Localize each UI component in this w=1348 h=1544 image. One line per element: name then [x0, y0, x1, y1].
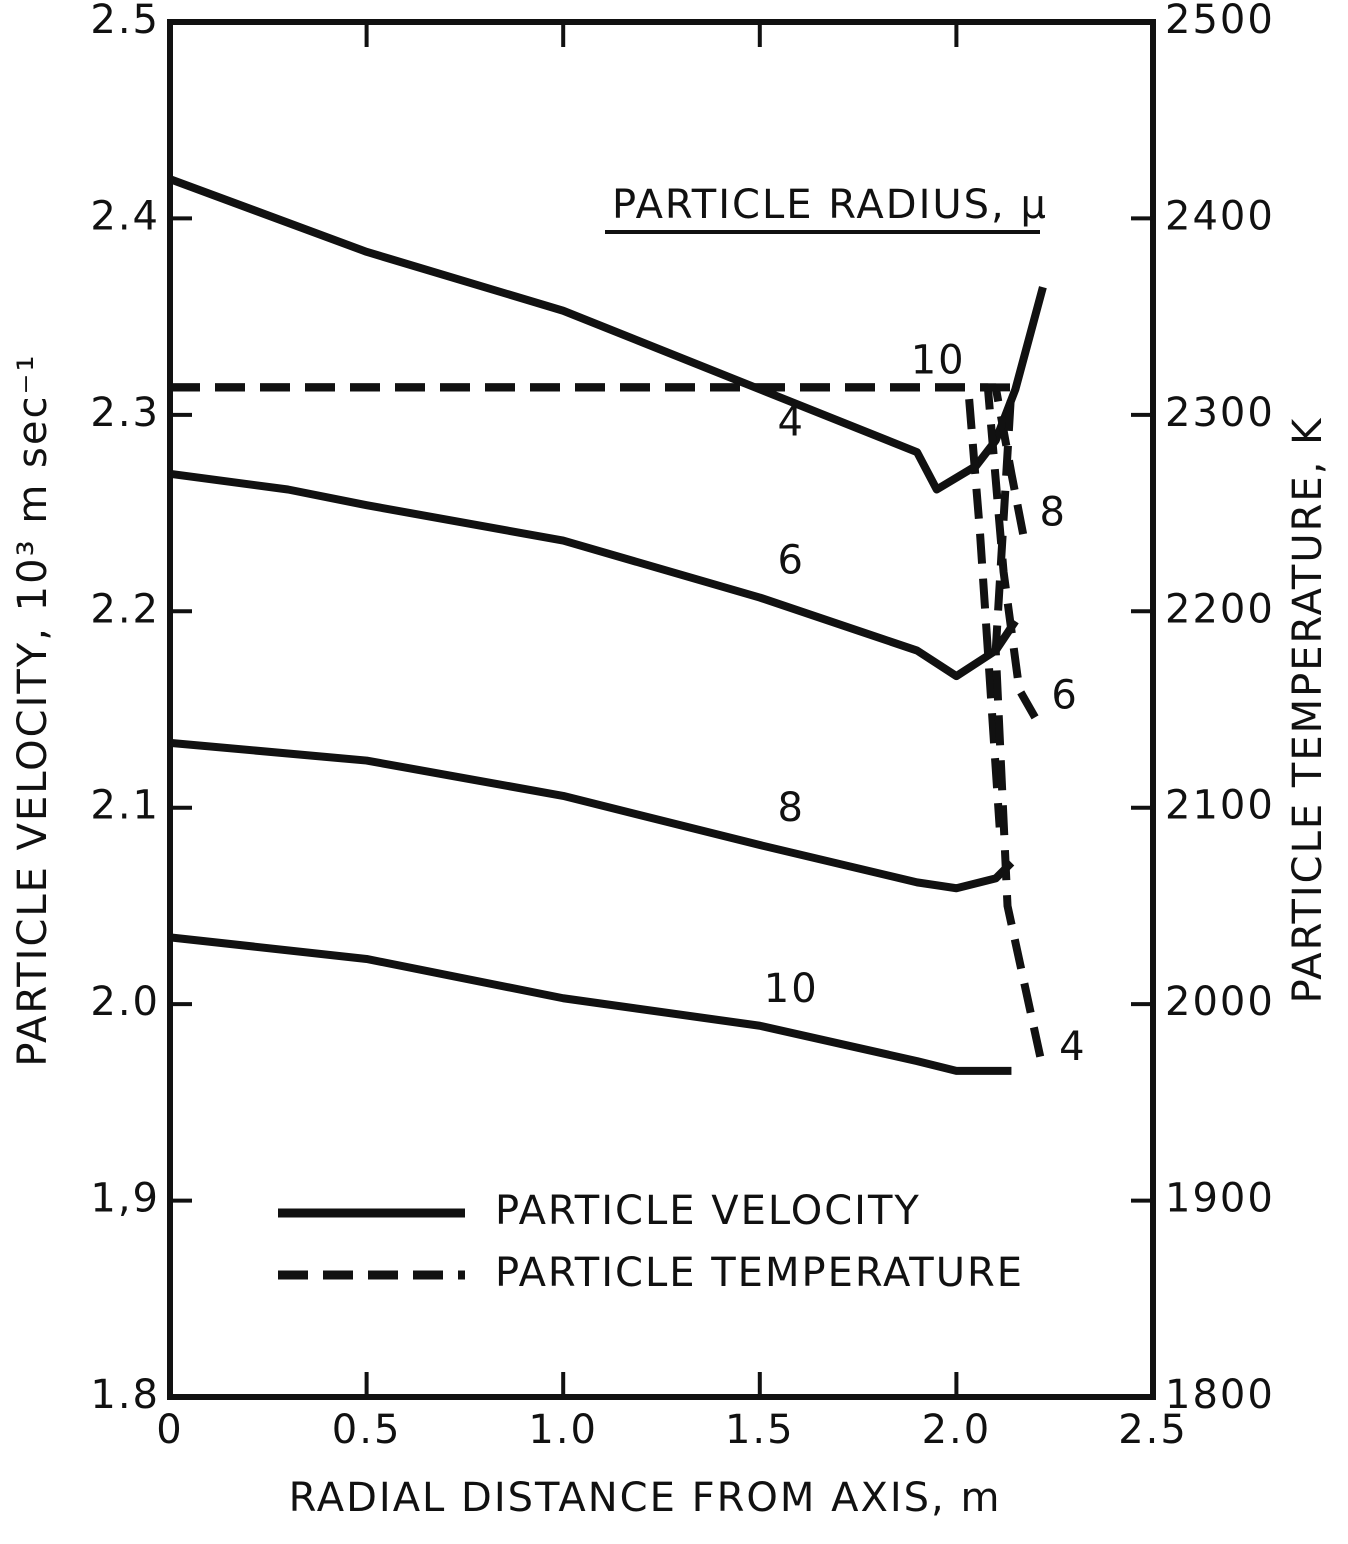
y2-tick-label: 2500 [1165, 0, 1275, 43]
series-line [170, 383, 1004, 828]
series-label: 8 [1040, 490, 1067, 536]
x-tick-label: 0 [156, 1407, 183, 1453]
series-line [170, 383, 1028, 536]
series-label: 10 [764, 966, 819, 1012]
y2-tick-label: 2400 [1165, 193, 1275, 239]
y2-tick-label: 1900 [1165, 1176, 1275, 1222]
series-label: 4 [1059, 1024, 1086, 1070]
y2-tick-label: 2100 [1165, 783, 1275, 829]
series-label: 10 [911, 337, 966, 383]
series-label: 4 [778, 399, 805, 445]
y-tick-label: 2.3 [90, 390, 160, 436]
y2-axis-label: PARTICLE TEMPERATURE, K [1285, 417, 1331, 1004]
series-label: 6 [1051, 672, 1078, 718]
y-tick-label: 2.2 [90, 586, 160, 632]
y-tick-label: 2.5 [90, 0, 160, 43]
x-tick-label: 1.5 [725, 1407, 795, 1453]
y2-tick-label: 1800 [1165, 1372, 1275, 1418]
series-line [169, 469, 1019, 681]
series-line [168, 175, 1047, 494]
plot-frame [167, 19, 1156, 1400]
x-tick-label: 0.5 [332, 1407, 402, 1453]
legend-label: PARTICLE TEMPERATURE [495, 1250, 1024, 1296]
y-tick-label: 1,9 [90, 1176, 160, 1222]
series-line [170, 383, 1047, 1070]
x-tick-label: 2.0 [922, 1407, 992, 1453]
y2-tick-label: 2300 [1165, 390, 1275, 436]
x-axis-label: RADIAL DISTANCE FROM AXIS, m [289, 1475, 1002, 1521]
legend-title: PARTICLE RADIUS, μ [612, 182, 1048, 228]
y-tick-label: 2.0 [90, 979, 160, 1025]
series-line [169, 738, 1015, 893]
y2-tick-label: 2000 [1165, 979, 1275, 1025]
series-line [169, 933, 1012, 1075]
y-tick-label: 1.8 [90, 1372, 160, 1418]
y-tick-label: 2.4 [90, 193, 160, 239]
x-tick-label: 2.5 [1118, 1407, 1188, 1453]
y2-tick-label: 2200 [1165, 586, 1275, 632]
series-label: 8 [778, 785, 805, 831]
series-label: 6 [778, 538, 805, 584]
y-tick-label: 2.1 [90, 783, 160, 829]
legend-label: PARTICLE VELOCITY [495, 1188, 921, 1234]
y-axis-label: PARTICLE VELOCITY, 10³ m sec⁻¹ [10, 353, 56, 1066]
x-tick-label: 1.0 [528, 1407, 598, 1453]
